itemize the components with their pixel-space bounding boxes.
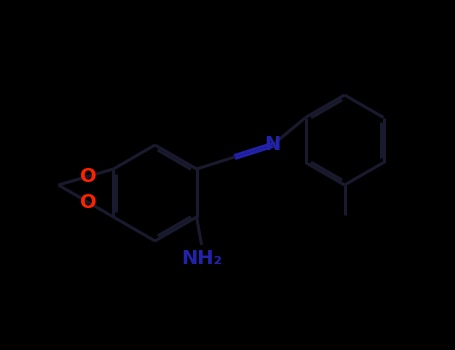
Text: NH₂: NH₂ <box>181 250 222 268</box>
Text: O: O <box>81 167 97 186</box>
Text: N: N <box>264 135 281 154</box>
Text: O: O <box>81 193 97 212</box>
